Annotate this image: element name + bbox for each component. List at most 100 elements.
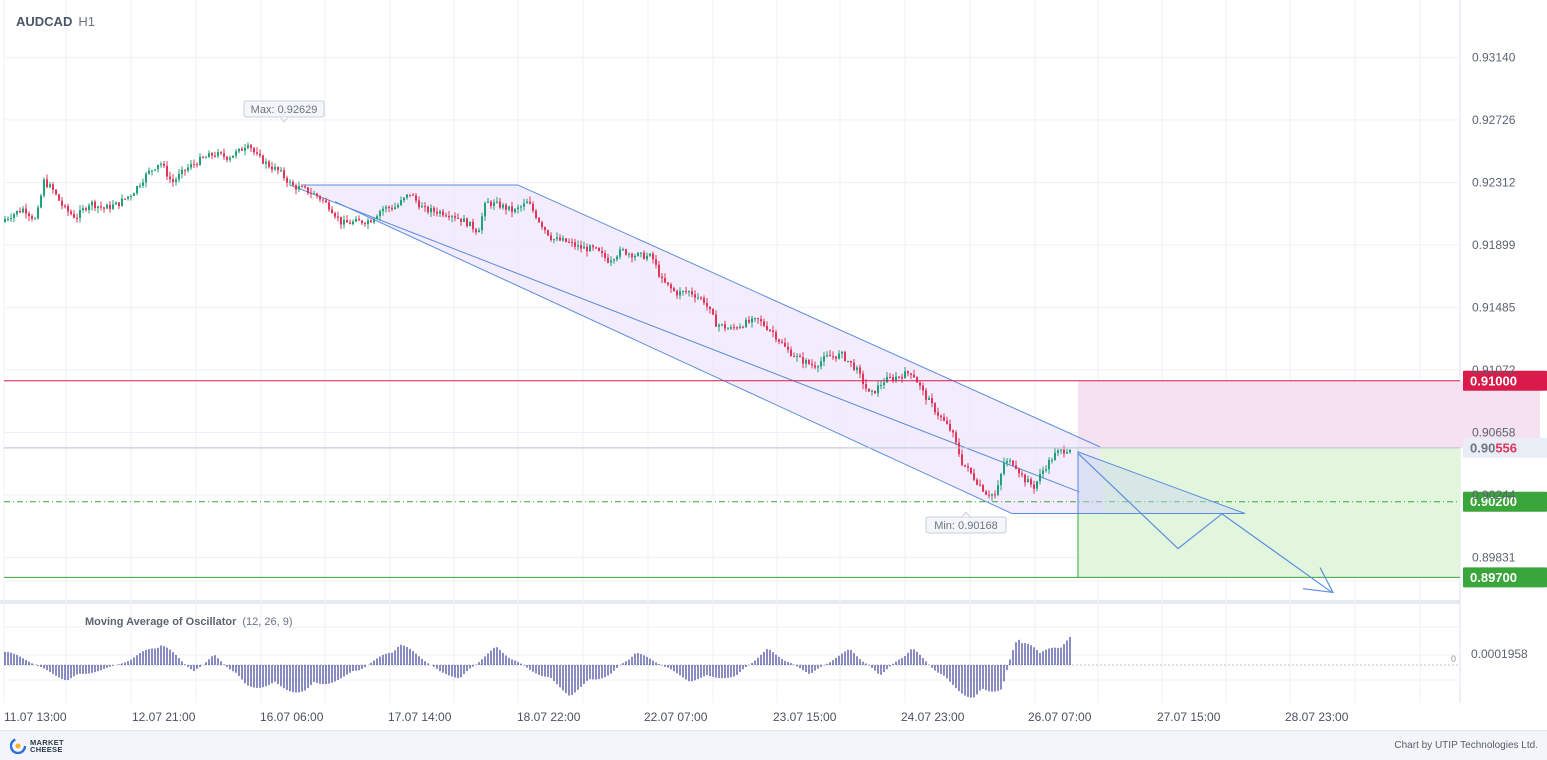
candle-bull [841, 351, 843, 354]
candle-bull [367, 220, 369, 225]
candle-bull [640, 252, 642, 254]
candle-bear [889, 376, 891, 378]
candle-bear [535, 210, 537, 218]
candle-bear [592, 245, 594, 248]
candle-bear [643, 252, 645, 260]
candle-bear [916, 377, 918, 383]
candle-bear [358, 219, 360, 221]
candle-bear [736, 327, 738, 329]
logo-text: MARKET CHEESE [30, 739, 64, 754]
candle-bull [157, 164, 159, 170]
level-badge-current-price [1463, 437, 1547, 458]
candle-bear [571, 242, 573, 244]
candle-bull [577, 245, 579, 247]
candle-bear [124, 198, 126, 200]
candle-bear [361, 220, 363, 224]
candle-bull [130, 195, 132, 197]
candle-bear [310, 193, 312, 195]
candle-bear [271, 166, 273, 170]
candle-bear [220, 152, 222, 154]
time-tick: 11.07 13:00 [4, 710, 67, 724]
candle-bear [943, 417, 945, 421]
level-label-current-price: 0.90556 [1470, 440, 1517, 455]
candle-bear [370, 220, 372, 223]
price-tick: 0.90658 [1472, 426, 1516, 440]
candle-bull [463, 218, 465, 222]
candle-bull [556, 237, 558, 240]
candle-bull [817, 366, 819, 368]
candle-bull [181, 169, 183, 175]
timeframe-label: H1 [78, 14, 95, 29]
candle-bull [721, 324, 723, 326]
candle-bear [625, 249, 627, 255]
candle-bear [55, 189, 57, 195]
time-tick: 16.07 06:00 [260, 710, 324, 724]
candle-bull [382, 208, 384, 212]
candle-bear [433, 207, 435, 212]
candle-bear [214, 155, 216, 157]
candle-bear [301, 186, 303, 188]
time-tick: 27.07 15:00 [1157, 710, 1221, 724]
candle-bull [289, 181, 291, 183]
price-tick: 0.93140 [1472, 50, 1516, 64]
candle-bear [607, 257, 609, 263]
level-label-stop-lower: 0.89700 [1470, 570, 1517, 585]
candle-bull [280, 170, 282, 172]
candle-bull [352, 221, 354, 225]
candle-bull [199, 156, 201, 166]
candle-bear [454, 216, 456, 218]
candle-bear [835, 356, 837, 359]
candle-bear [559, 237, 561, 241]
candle-bear [961, 454, 963, 465]
candle-bear [277, 167, 279, 171]
max-marker-pointer [279, 116, 289, 123]
candle-bull [514, 209, 516, 212]
candle-bull [205, 157, 207, 159]
channel-fill [290, 185, 1105, 514]
candle-bear [445, 215, 447, 217]
candle-bull [190, 164, 192, 168]
candle-bear [67, 206, 69, 212]
candle-bull [115, 202, 117, 205]
candle-bear [499, 201, 501, 208]
chart-credit: Chart by UTIP Technologies Ltd. [1394, 740, 1538, 751]
candle-bull [484, 202, 486, 217]
candle-bull [175, 179, 177, 183]
candle-bull [697, 297, 699, 299]
chart-canvas[interactable]: 0.91000 0.90556 0.90200 0.89700 0.93140 0.92… [0, 0, 1547, 730]
candle-bear [436, 211, 438, 214]
market-cheese-logo[interactable]: MARKET CHEESE [10, 736, 90, 756]
candlestick-series [4, 142, 1071, 501]
candle-bear [538, 217, 540, 223]
candle-bear [913, 374, 915, 378]
candle-bull [385, 206, 387, 209]
candle-bull [991, 494, 993, 496]
candle-bear [262, 155, 264, 164]
risk-zone [1078, 380, 1540, 448]
candle-bear [844, 351, 846, 361]
candle-bull [274, 167, 276, 170]
candle-bull [439, 211, 441, 214]
candle-bull [880, 385, 882, 387]
candle-bull [1042, 470, 1044, 474]
symbol-title: AUDCAD H1 [16, 14, 95, 29]
candle-bear [1021, 473, 1023, 475]
candle-bear [529, 201, 531, 204]
candle-bear [601, 251, 603, 253]
candle-bear [976, 479, 978, 485]
candle-bear [328, 202, 330, 210]
candle-bull [886, 376, 888, 383]
candle-bull [481, 216, 483, 231]
candle-bull [826, 355, 828, 357]
candle-bear [511, 206, 513, 212]
candle-bull [820, 361, 822, 367]
candle-bull [217, 152, 219, 157]
time-tick: 23.07 15:00 [773, 710, 837, 724]
candle-bear [784, 342, 786, 347]
candle-bull [160, 163, 162, 165]
candle-bull [247, 145, 249, 148]
candle-bear [550, 235, 552, 241]
max-marker-label: Max: 0.92629 [251, 104, 318, 116]
candle-bull [1048, 460, 1050, 470]
candle-bear [28, 213, 30, 217]
